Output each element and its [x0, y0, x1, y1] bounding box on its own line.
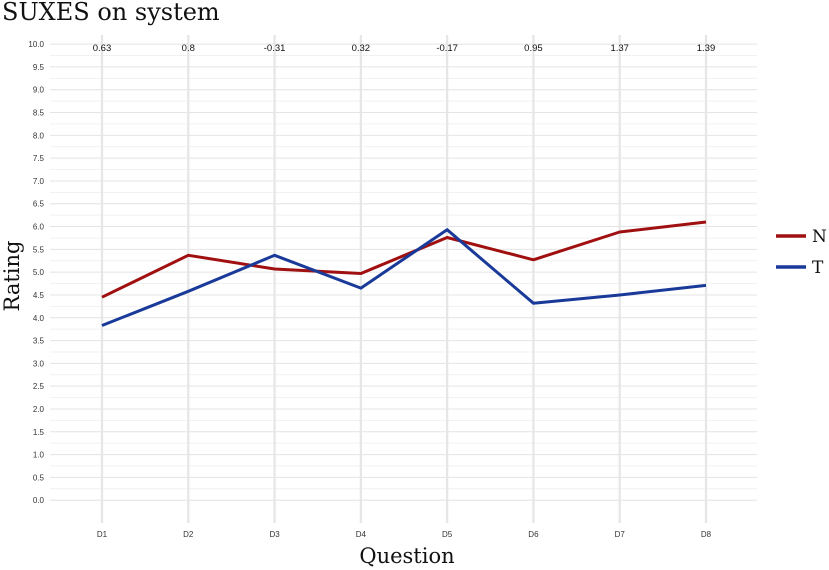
- x-tick-label: D3: [269, 530, 280, 539]
- y-tick-label: 8.5: [33, 109, 45, 118]
- annotations: 0.63 0.8 -0.31 0.32 -0.17 0.95 1.37 1.39: [93, 43, 716, 54]
- series-line-N: [101, 220, 707, 299]
- y-tick-label: 0.0: [33, 496, 45, 505]
- x-tick-label: D6: [528, 530, 539, 539]
- annotation-label: -0.17: [436, 43, 458, 54]
- y-tick-label: 3.5: [33, 337, 45, 346]
- annotation-label: 0.8: [182, 43, 195, 54]
- legend-label-N: N: [812, 227, 827, 247]
- series-line-T: [101, 228, 707, 327]
- y-axis-ticks: 0.0 0.5 1.0 1.5 2.0 2.5 3.0 3.5 4.0 4.5 5.0 5.5 6.0 6…: [28, 40, 44, 505]
- y-tick-label: 2.5: [33, 382, 45, 391]
- legend-label-T: T: [812, 258, 824, 278]
- y-tick-label: 10.0: [28, 40, 44, 49]
- chart-title: SUXES on system: [2, 0, 220, 26]
- y-tick-label: 8.0: [33, 131, 45, 140]
- x-tick-label: D5: [442, 530, 453, 539]
- grid: [50, 35, 757, 523]
- x-tick-label: D4: [356, 530, 367, 539]
- x-axis-ticks: D1 D2 D3 D4 D5 D6 D7 D8: [97, 530, 712, 539]
- x-axis-title: Question: [359, 544, 454, 568]
- y-tick-label: 5.5: [33, 245, 45, 254]
- x-tick-label: D2: [183, 530, 194, 539]
- y-tick-label: 4.5: [33, 291, 45, 300]
- y-tick-label: 7.5: [33, 154, 45, 163]
- annotation-label: 0.32: [352, 43, 371, 54]
- annotation-label: 0.95: [524, 43, 543, 54]
- annotation-label: 1.37: [610, 43, 629, 54]
- y-tick-label: 1.0: [33, 451, 45, 460]
- y-tick-label: 6.0: [33, 223, 45, 232]
- y-tick-label: 1.5: [33, 428, 45, 437]
- y-tick-label: 5.0: [33, 268, 45, 277]
- x-tick-label: D8: [701, 530, 712, 539]
- legend: NT: [776, 227, 827, 278]
- y-tick-label: 2.0: [33, 405, 45, 414]
- y-tick-label: 9.5: [33, 63, 45, 72]
- y-tick-label: 9.0: [33, 86, 45, 95]
- y-tick-label: 4.0: [33, 314, 45, 323]
- annotation-label: 1.39: [697, 43, 716, 54]
- y-tick-label: 7.0: [33, 177, 45, 186]
- series-lines: [101, 220, 707, 327]
- y-tick-label: 0.5: [33, 473, 45, 482]
- y-tick-label: 3.0: [33, 359, 45, 368]
- annotation-label: -0.31: [264, 43, 286, 54]
- y-tick-label: 6.5: [33, 200, 45, 209]
- y-axis-title: Rating: [0, 241, 24, 312]
- x-tick-label: D1: [97, 530, 108, 539]
- annotation-label: 0.63: [93, 43, 112, 54]
- x-tick-label: D7: [615, 530, 626, 539]
